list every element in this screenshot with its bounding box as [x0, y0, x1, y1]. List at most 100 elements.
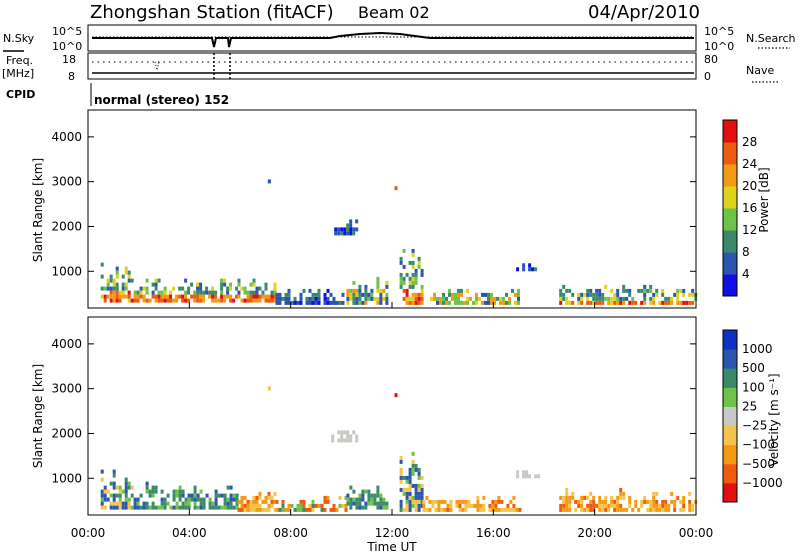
echo-cell — [402, 264, 406, 269]
echo-cell — [358, 292, 362, 297]
echo-cell — [688, 499, 692, 504]
echo-cell — [229, 294, 233, 299]
colorbar-swatch — [723, 349, 737, 369]
echo-cell — [514, 292, 517, 297]
echo-cell — [157, 290, 161, 295]
echo-cell — [565, 288, 569, 293]
echo-cell — [667, 507, 671, 512]
nsky-strip: N.Sky 10^5 10^0 10^5 10^0 N.Search — [3, 24, 796, 53]
echo-cell — [142, 505, 146, 510]
echo-cell — [420, 296, 424, 301]
echo-cell — [565, 499, 569, 504]
echo-cell — [151, 505, 155, 510]
echo-cell — [237, 294, 241, 299]
echo-cell — [580, 503, 584, 508]
echo-cell — [399, 260, 403, 265]
echo-cell — [109, 278, 113, 283]
echo-cell — [577, 499, 581, 504]
echo-cell — [568, 507, 572, 512]
echo-cell — [586, 292, 590, 297]
echo-cell — [199, 489, 203, 494]
echo-cell — [512, 503, 516, 508]
echo-cell — [445, 296, 448, 301]
echo-cell — [346, 223, 350, 228]
echo-cell — [267, 503, 271, 508]
echo-cell — [226, 290, 230, 295]
echo-cell — [417, 483, 421, 488]
echo-cell — [688, 507, 692, 512]
echo-cell — [431, 499, 435, 504]
echo-cell — [352, 300, 356, 305]
echo-cell — [323, 507, 327, 512]
echo-cell — [442, 300, 445, 305]
echo-cell — [352, 231, 356, 236]
echo-cell — [622, 300, 626, 305]
echo-cell — [130, 505, 134, 510]
echo-cell — [405, 503, 409, 508]
echo-cell — [679, 300, 683, 305]
echo-cell — [661, 292, 665, 297]
echo-cell — [346, 300, 350, 305]
echo-cell — [437, 499, 441, 504]
echo-cell — [340, 227, 344, 232]
echo-cell — [139, 493, 143, 498]
echo-cell — [399, 256, 403, 261]
echo-cell — [223, 298, 227, 303]
colorbar-tick-label: 8 — [742, 245, 750, 259]
echo-cell — [320, 507, 324, 512]
echo-cell — [332, 296, 336, 301]
echo-cell — [402, 475, 406, 480]
echo-cell — [106, 489, 110, 494]
echo-cell — [329, 300, 333, 305]
echo-cell — [643, 292, 647, 297]
echo-cell — [349, 292, 353, 297]
echo-cell — [133, 290, 137, 295]
colorbar-swatch — [723, 120, 737, 143]
echo-cell — [172, 286, 176, 291]
echo-cell — [127, 485, 131, 490]
echo-cell — [154, 278, 158, 283]
echo-cell — [454, 300, 457, 305]
echo-cell — [352, 497, 356, 502]
echo-cell — [237, 499, 241, 504]
echo-cell — [226, 505, 230, 510]
echo-cell — [311, 503, 315, 508]
echo-cell — [661, 300, 665, 305]
echo-cell — [314, 296, 318, 301]
echo-cell — [338, 503, 342, 508]
y-tick-label: 3000 — [51, 175, 82, 189]
nsearch-tick-bottom: 10^0 — [704, 40, 734, 53]
y-tick-label: 3000 — [51, 382, 82, 396]
echo-cell — [670, 296, 674, 301]
echo-cell — [115, 286, 119, 291]
echo-cell — [589, 300, 593, 305]
echo-cell — [610, 288, 614, 293]
echo-cell — [414, 300, 418, 305]
echo-cell — [235, 294, 239, 299]
echo-cell — [598, 495, 602, 500]
echo-cell — [382, 288, 386, 293]
echo-cell — [394, 393, 398, 398]
echo-cell — [522, 267, 526, 272]
echo-cell — [610, 503, 614, 508]
echo-cell — [472, 300, 475, 305]
echo-cell — [273, 282, 277, 287]
echo-cell — [246, 298, 250, 303]
echo-cell — [502, 296, 505, 301]
echo-cell — [112, 485, 116, 490]
echo-cell — [604, 499, 608, 504]
colorbar-tick-label: 25 — [742, 399, 757, 413]
echo-cell — [568, 499, 572, 504]
echo-cell — [688, 503, 692, 508]
echo-cell — [625, 296, 629, 301]
echo-cell — [589, 503, 593, 508]
echo-cell — [379, 505, 383, 510]
echo-cell — [211, 294, 215, 299]
echo-cell — [458, 499, 462, 504]
echo-cell — [382, 501, 386, 506]
echo-cell — [373, 296, 377, 301]
echo-cell — [505, 292, 508, 297]
echo-cell — [199, 286, 203, 291]
echo-cell — [127, 274, 131, 279]
